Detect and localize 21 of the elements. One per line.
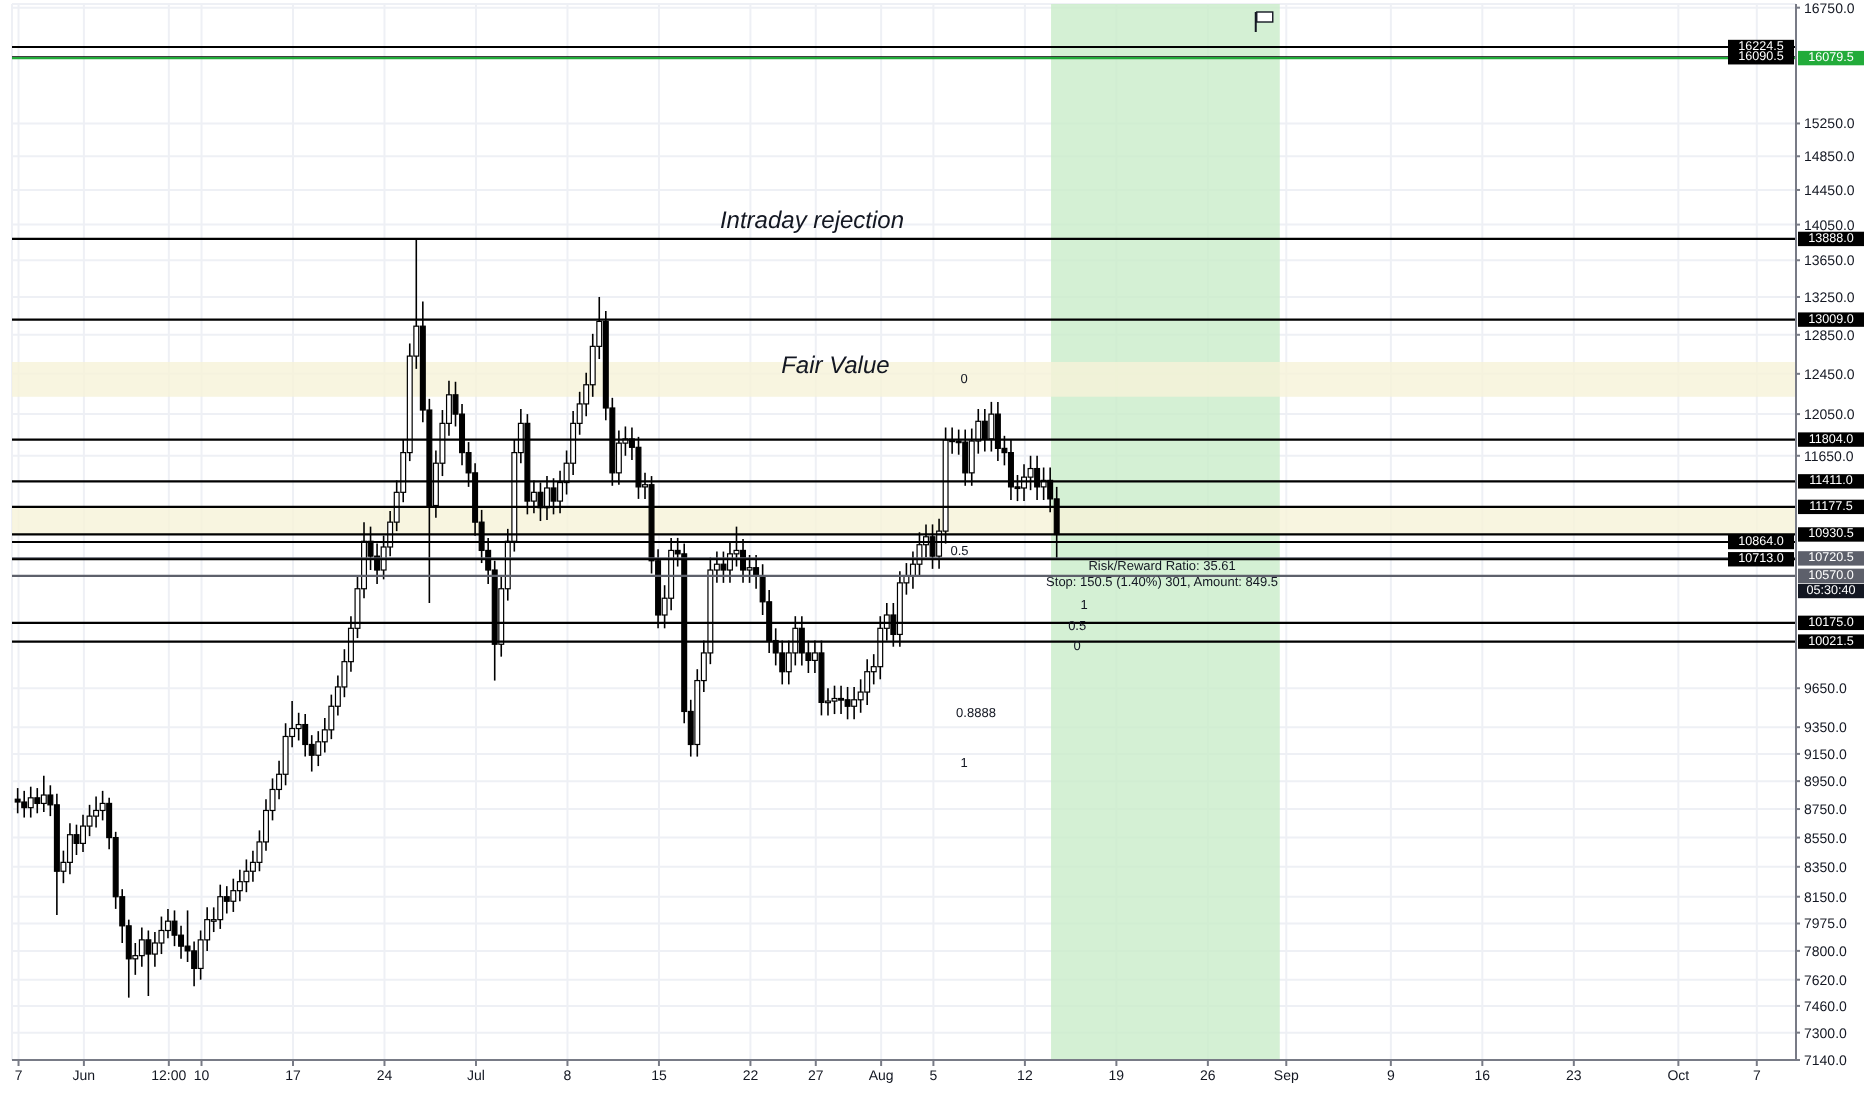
annotation: Intraday rejection — [719, 206, 905, 234]
candlestick — [243, 858, 250, 893]
candlestick — [217, 883, 224, 930]
candlestick — [66, 822, 73, 876]
candlestick — [145, 929, 152, 997]
candlestick — [40, 774, 47, 813]
candlestick — [14, 787, 21, 815]
candlestick — [838, 684, 845, 715]
candlestick — [864, 658, 871, 706]
candlestick — [831, 684, 838, 715]
candlestick — [73, 823, 80, 856]
candlestick — [93, 795, 100, 829]
candlestick — [230, 877, 237, 913]
candlestick — [34, 787, 41, 815]
candlestick — [844, 686, 851, 721]
candlestick — [223, 885, 230, 915]
candlestick — [851, 686, 858, 721]
candlestick — [21, 790, 28, 819]
annotation: Fair Value — [781, 350, 891, 379]
candlestick — [80, 813, 87, 853]
candlestick — [27, 785, 34, 819]
